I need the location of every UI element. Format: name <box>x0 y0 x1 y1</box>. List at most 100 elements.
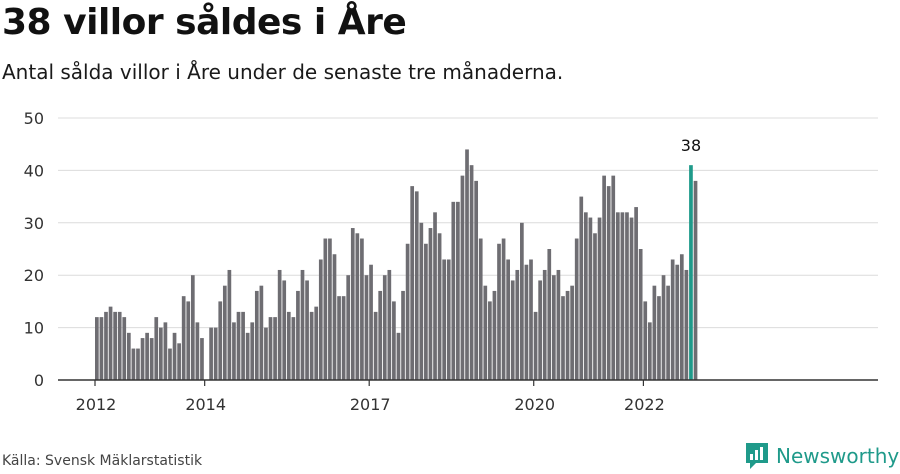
bar <box>254 290 259 380</box>
bar <box>638 249 643 380</box>
bar <box>236 311 241 380</box>
bar <box>602 175 606 380</box>
bar <box>661 275 666 380</box>
bar <box>583 212 588 380</box>
x-tick-label: 2012 <box>76 395 117 414</box>
bar <box>478 238 483 380</box>
bar <box>446 259 451 380</box>
bar <box>177 343 181 380</box>
bar <box>401 290 405 380</box>
bar <box>405 243 410 380</box>
bar <box>277 269 282 380</box>
bar <box>158 327 163 380</box>
y-tick-label: 50 <box>24 109 44 128</box>
bar <box>552 275 556 380</box>
bar <box>149 338 154 380</box>
bar <box>154 317 159 380</box>
bar <box>273 317 277 380</box>
bar <box>382 275 387 380</box>
bar <box>328 238 332 380</box>
bar <box>515 269 520 380</box>
bar <box>300 269 305 380</box>
bar <box>232 322 236 380</box>
bar <box>209 327 213 380</box>
x-tick-label: 2020 <box>514 395 555 414</box>
bar <box>538 280 542 380</box>
bar <box>99 317 104 380</box>
bar <box>286 311 291 380</box>
bar <box>200 338 204 380</box>
bar <box>456 201 460 380</box>
newsworthy-logo-text: Newsworthy <box>776 444 900 468</box>
bar <box>387 269 392 380</box>
bar <box>565 290 570 380</box>
bar <box>360 238 364 380</box>
bar <box>190 275 195 380</box>
bar <box>606 186 611 380</box>
bar <box>652 285 657 380</box>
bar <box>268 317 273 380</box>
bar <box>410 186 415 380</box>
bar <box>131 348 136 380</box>
bar <box>414 191 419 380</box>
bar <box>442 259 447 380</box>
bar <box>570 285 574 380</box>
bar <box>227 269 232 380</box>
x-tick-label: 2022 <box>624 395 665 414</box>
bar <box>337 296 341 380</box>
newsworthy-logo[interactable]: Newsworthy <box>744 441 899 471</box>
bar <box>250 322 255 380</box>
bar <box>296 290 300 380</box>
bar <box>465 149 469 380</box>
bar <box>136 348 140 380</box>
bars <box>95 149 698 380</box>
bar <box>520 222 524 380</box>
bar <box>615 212 620 380</box>
bar <box>547 249 552 380</box>
y-tick-label: 40 <box>24 161 44 180</box>
x-axis-tick-labels: 2012 2014 2017 2020 2022 <box>76 380 665 414</box>
bar <box>675 264 680 380</box>
bar <box>341 296 346 380</box>
bar <box>104 311 108 380</box>
bar <box>542 269 547 380</box>
bar <box>492 290 497 380</box>
bar <box>488 301 492 380</box>
y-axis-tick-labels: 0 10 20 30 40 50 <box>24 109 44 390</box>
bar <box>437 233 442 380</box>
bar <box>213 327 218 380</box>
bar <box>670 259 675 380</box>
bar <box>195 322 200 380</box>
bar <box>346 275 351 380</box>
bar <box>282 280 287 380</box>
bar <box>433 212 437 380</box>
bar <box>309 311 314 380</box>
bar <box>323 238 328 380</box>
bar <box>424 243 428 380</box>
bar <box>593 233 597 380</box>
bar <box>574 238 579 380</box>
bar <box>524 264 529 380</box>
bar <box>634 207 638 380</box>
bar <box>318 259 323 380</box>
source-note: Källa: Svensk Mäklarstatistik <box>2 453 203 469</box>
bar <box>222 285 227 380</box>
bar <box>629 217 634 380</box>
bar <box>145 332 149 380</box>
bar <box>579 196 584 380</box>
y-tick-label: 30 <box>24 214 44 233</box>
bar <box>218 301 223 380</box>
bar <box>556 269 561 380</box>
bar <box>140 338 145 380</box>
bar <box>451 201 456 380</box>
bar <box>168 348 172 380</box>
bar-highlight <box>689 165 693 380</box>
x-tick-label: 2014 <box>185 395 226 414</box>
bar <box>588 217 593 380</box>
y-tick-label: 0 <box>34 371 44 390</box>
bar <box>181 296 186 380</box>
newsworthy-logo-icon <box>746 443 768 469</box>
bar <box>684 269 689 380</box>
bar <box>506 259 510 380</box>
bar <box>620 212 625 380</box>
